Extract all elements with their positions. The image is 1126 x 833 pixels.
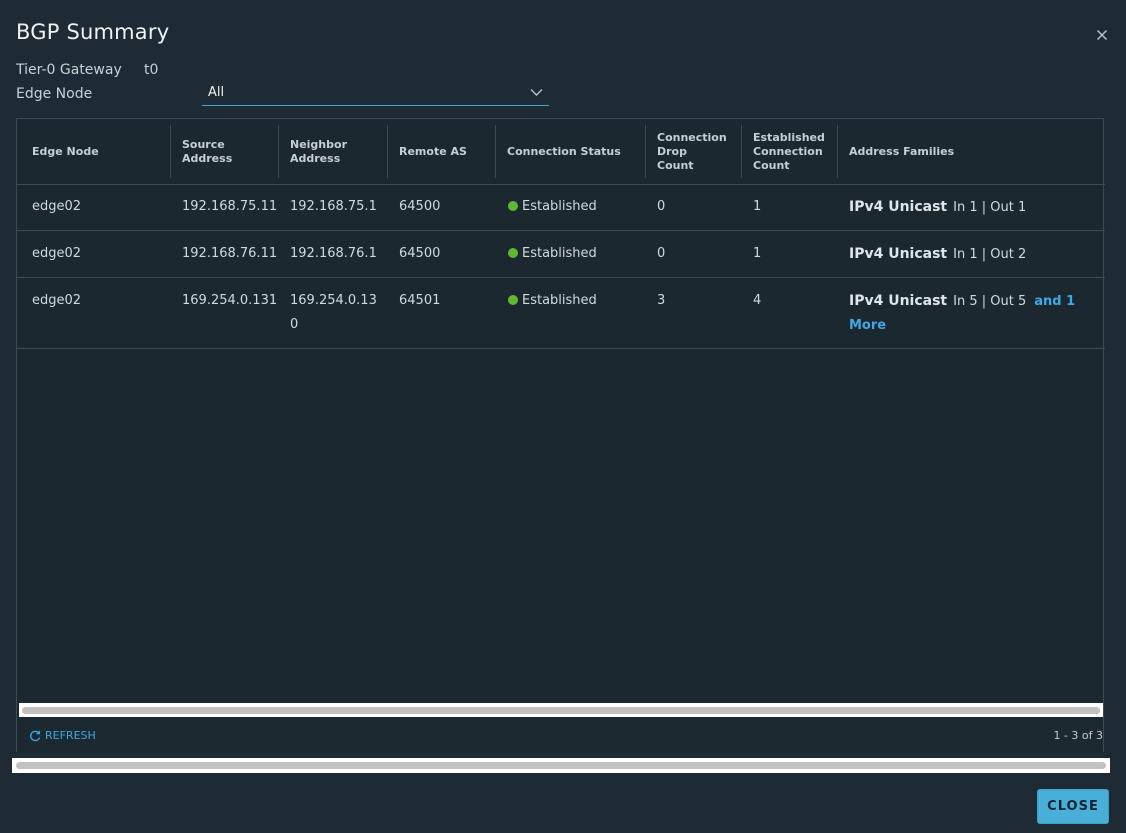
cell-edge-node: edge02 bbox=[32, 246, 82, 261]
cell-connection-status: Established bbox=[508, 242, 597, 266]
cell-connection-status: Established bbox=[508, 195, 597, 219]
cell-established-count: 4 bbox=[753, 293, 762, 308]
cell-drop-count: 0 bbox=[657, 246, 666, 261]
status-dot-icon bbox=[508, 201, 518, 211]
table-row[interactable]: edge02 192.168.75.11 192.168.75.1 64500 … bbox=[17, 184, 1105, 231]
dialog-title: BGP Summary bbox=[16, 20, 170, 44]
refresh-label: REFRESH bbox=[45, 729, 96, 742]
edge-node-select-value: All bbox=[208, 85, 225, 100]
bgp-summary-table: Edge Node Source Address Neighbor Addres… bbox=[16, 118, 1105, 752]
more-address-families-link[interactable]: and 1 More bbox=[849, 294, 1076, 333]
dialog-horizontal-scrollbar[interactable] bbox=[12, 758, 1110, 773]
gateway-value: t0 bbox=[144, 62, 159, 78]
table-row[interactable]: edge02 169.254.0.131 169.254.0.13 0 6450… bbox=[17, 278, 1105, 349]
close-icon[interactable] bbox=[1094, 27, 1110, 43]
cell-source-address: 192.168.75.11 bbox=[182, 199, 278, 214]
chevron-down-icon bbox=[530, 89, 543, 96]
cell-neighbor-address: 169.254.0.13 0 bbox=[290, 293, 377, 332]
cell-established-count: 1 bbox=[753, 246, 762, 261]
cell-source-address: 169.254.0.131 bbox=[182, 293, 278, 308]
cell-connection-status: Established bbox=[508, 289, 597, 313]
edge-node-select[interactable]: All bbox=[202, 82, 549, 106]
col-established-connection-count[interactable]: Established Connection Count bbox=[753, 130, 825, 172]
col-connection-status[interactable]: Connection Status bbox=[507, 144, 621, 158]
edge-node-label: Edge Node bbox=[16, 86, 93, 102]
cell-source-address: 192.168.76.11 bbox=[182, 246, 278, 261]
refresh-icon bbox=[30, 730, 41, 741]
col-remote-as[interactable]: Remote AS bbox=[399, 144, 467, 158]
table-row[interactable]: edge02 192.168.76.11 192.168.76.1 64500 … bbox=[17, 231, 1105, 278]
cell-neighbor-address: 192.168.76.1 bbox=[290, 246, 377, 261]
col-neighbor-address[interactable]: Neighbor Address bbox=[290, 137, 347, 165]
cell-address-families: IPv4 Unicast In 1 | Out 1 bbox=[849, 199, 1027, 215]
cell-neighbor-address: 192.168.75.1 bbox=[290, 199, 377, 214]
table-footer: REFRESH 1 - 3 of 3 bbox=[17, 719, 1103, 752]
cell-address-families: IPv4 Unicast In 1 | Out 2 bbox=[849, 246, 1027, 262]
table-horizontal-scrollbar[interactable] bbox=[19, 703, 1103, 717]
col-address-families[interactable]: Address Families bbox=[849, 144, 955, 158]
table-header: Edge Node Source Address Neighbor Addres… bbox=[17, 119, 1105, 185]
cell-remote-as: 64500 bbox=[399, 199, 441, 214]
cell-remote-as: 64500 bbox=[399, 246, 441, 261]
cell-edge-node: edge02 bbox=[32, 199, 82, 214]
refresh-button[interactable]: REFRESH bbox=[29, 729, 96, 742]
status-dot-icon bbox=[508, 248, 518, 258]
pagination-text: 1 - 3 of 3 bbox=[1053, 729, 1103, 742]
cell-drop-count: 0 bbox=[657, 199, 666, 214]
gateway-label: Tier-0 Gateway bbox=[16, 62, 122, 78]
col-connection-drop-count[interactable]: Connection Drop Count bbox=[657, 130, 727, 172]
cell-established-count: 1 bbox=[753, 199, 762, 214]
scrollbar-thumb[interactable] bbox=[22, 707, 1100, 714]
status-dot-icon bbox=[508, 295, 518, 305]
cell-edge-node: edge02 bbox=[32, 293, 82, 308]
close-button[interactable]: CLOSE bbox=[1037, 789, 1109, 824]
cell-drop-count: 3 bbox=[657, 293, 666, 308]
col-edge-node[interactable]: Edge Node bbox=[32, 144, 99, 158]
cell-remote-as: 64501 bbox=[399, 293, 441, 308]
col-source-address[interactable]: Source Address bbox=[182, 137, 233, 165]
cell-address-families: IPv4 Unicast In 5 | Out 5 and 1 More bbox=[849, 293, 1076, 333]
scrollbar-thumb[interactable] bbox=[16, 762, 1106, 769]
